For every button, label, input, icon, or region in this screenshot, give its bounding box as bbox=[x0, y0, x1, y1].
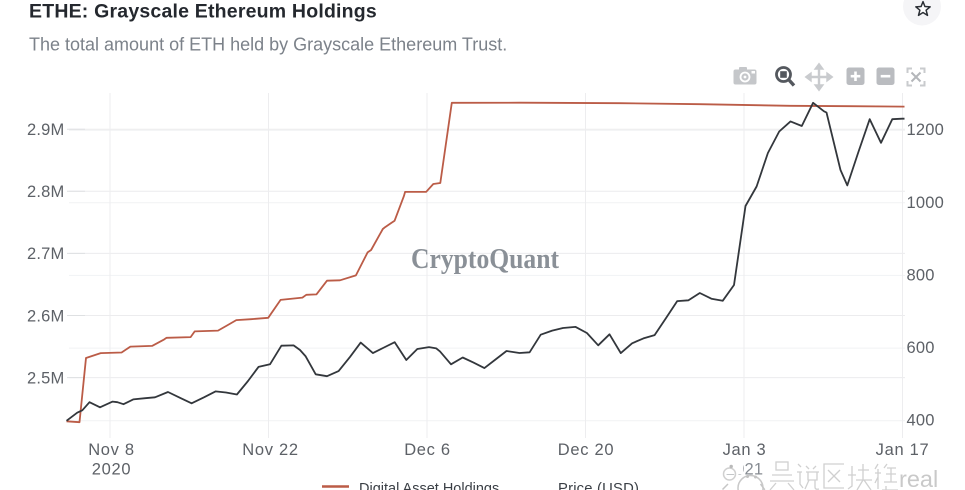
svg-text:800: 800 bbox=[907, 266, 935, 284]
svg-text:2.9M: 2.9M bbox=[27, 121, 64, 139]
svg-text:Digital Asset Holdings: Digital Asset Holdings bbox=[359, 481, 499, 490]
svg-text:2020: 2020 bbox=[92, 461, 132, 479]
svg-text:Nov 8: Nov 8 bbox=[88, 441, 135, 459]
svg-text:The total amount of ETH held b: The total amount of ETH held by Grayscal… bbox=[29, 35, 507, 55]
svg-text:Dec 6: Dec 6 bbox=[404, 441, 451, 459]
svg-text:ETHE: Grayscale Ethereum Holdi: ETHE: Grayscale Ethereum Holdings bbox=[29, 1, 377, 23]
svg-text:2.8M: 2.8M bbox=[27, 183, 64, 201]
svg-text:real: real bbox=[899, 466, 938, 490]
svg-text:CryptoQuant: CryptoQuant bbox=[411, 243, 559, 275]
svg-text:Price (USD): Price (USD) bbox=[558, 481, 639, 490]
svg-text:2.5M: 2.5M bbox=[27, 369, 64, 387]
svg-text:400: 400 bbox=[907, 412, 935, 430]
svg-text:Dec 20: Dec 20 bbox=[558, 441, 614, 459]
svg-text:1200: 1200 bbox=[907, 121, 945, 139]
svg-text:600: 600 bbox=[907, 339, 935, 357]
svg-text:2.7M: 2.7M bbox=[27, 245, 64, 263]
svg-text:Jan 17: Jan 17 bbox=[876, 441, 930, 459]
svg-text:2.6M: 2.6M bbox=[27, 307, 64, 325]
svg-text:1000: 1000 bbox=[907, 194, 945, 212]
svg-text:Jan 3: Jan 3 bbox=[723, 441, 767, 459]
svg-text:Nov 22: Nov 22 bbox=[242, 441, 298, 459]
